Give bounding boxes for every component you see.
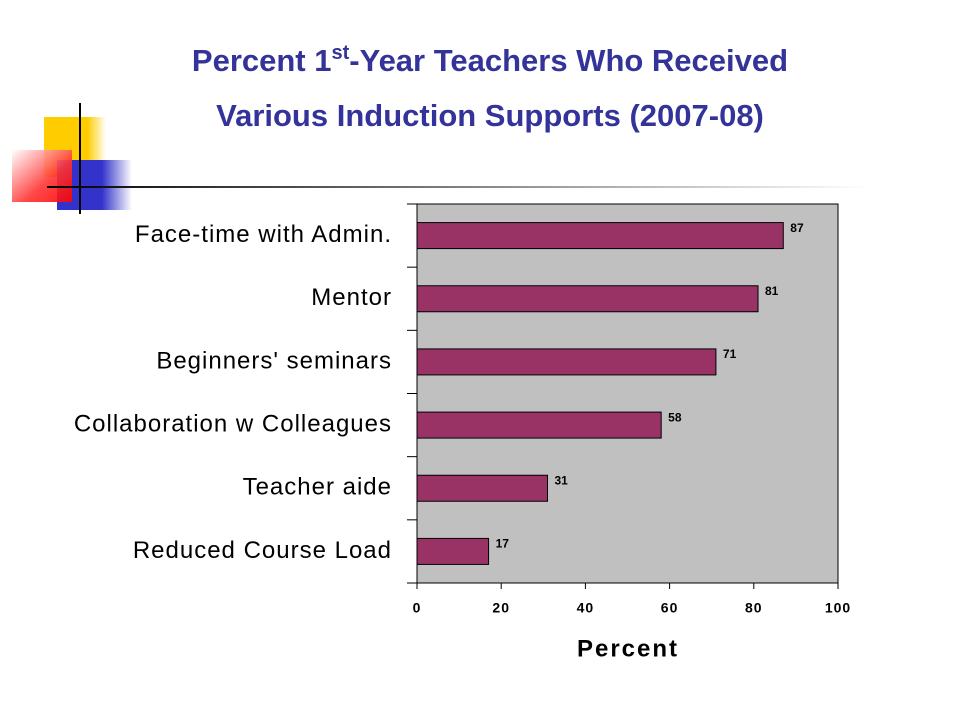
- x-tick-label: 80: [745, 600, 763, 616]
- y-tick-label: Face-time with Admin.: [135, 221, 392, 248]
- x-tick-label: 0: [413, 600, 422, 616]
- x-tick-label: 40: [577, 600, 595, 616]
- plot-area: [416, 203, 839, 584]
- chart-title: Percent 1st-Year Teachers Who Received: [192, 42, 788, 78]
- x-tick-label: 100: [825, 600, 851, 616]
- bar: [416, 285, 759, 313]
- value-label: 81: [765, 284, 779, 298]
- chart-title: Various Induction Supports (2007-08): [216, 98, 764, 133]
- value-label: 87: [790, 221, 804, 235]
- title-text: Percent 1: [192, 43, 332, 78]
- value-label: 31: [555, 473, 569, 487]
- x-tick-label: 20: [492, 600, 510, 616]
- y-tick-label: Reduced Course Load: [133, 537, 392, 564]
- value-label: 71: [723, 347, 737, 361]
- value-label: 58: [668, 410, 682, 424]
- bar: [416, 474, 549, 502]
- bar: [416, 348, 717, 376]
- y-tick-label: Collaboration w Colleagues: [74, 410, 392, 437]
- title-superscript: st: [331, 42, 349, 64]
- y-tick-label: Teacher aide: [243, 474, 392, 501]
- title-text: -Year Teachers Who Received: [349, 43, 788, 78]
- value-label: 17: [496, 537, 510, 551]
- y-tick-label: Mentor: [311, 284, 392, 311]
- y-tick-label: Beginners' seminars: [156, 347, 392, 374]
- x-axis-label: Percent: [577, 635, 679, 662]
- bar: [416, 222, 784, 250]
- bar: [416, 537, 490, 565]
- decoration: [12, 103, 867, 214]
- x-tick-label: 60: [661, 600, 679, 616]
- bar: [416, 411, 662, 439]
